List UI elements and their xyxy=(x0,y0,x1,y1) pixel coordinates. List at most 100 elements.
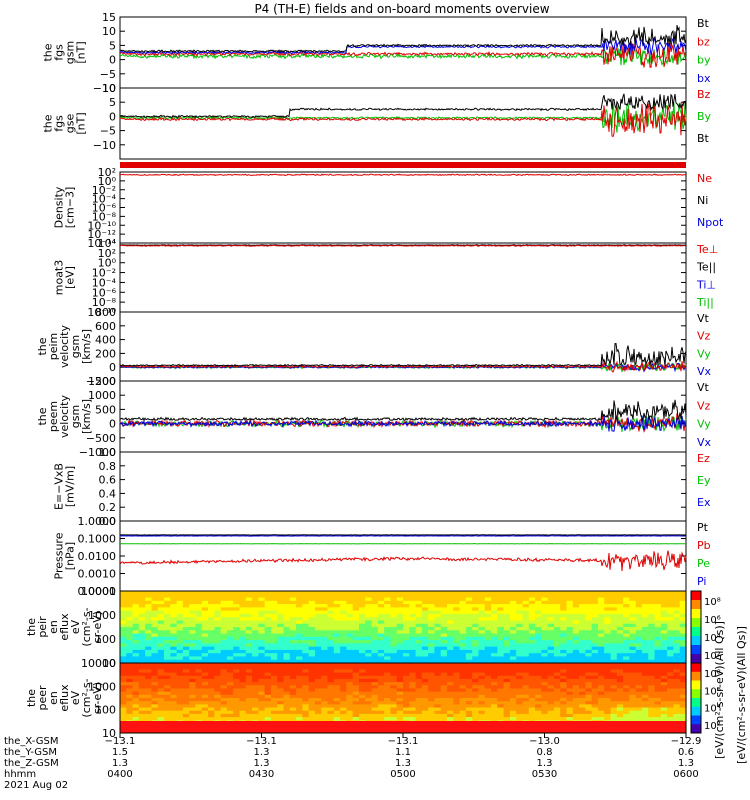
spectrogram-cell xyxy=(415,678,423,683)
spectrogram-cell xyxy=(566,672,574,677)
ylabel: E=−VxB xyxy=(53,463,66,510)
spectrogram-cell xyxy=(478,717,486,721)
spectrogram-cell xyxy=(623,710,630,715)
spectrogram-cell xyxy=(176,640,184,644)
spectrogram-cell xyxy=(214,600,222,605)
spectrogram-cell xyxy=(226,682,234,686)
spectrogram-cell xyxy=(604,617,612,622)
spectrogram-cell xyxy=(421,707,429,712)
spectrogram-cell xyxy=(277,669,285,674)
spectrogram-cell xyxy=(233,698,241,702)
spectrogram-cell xyxy=(566,640,574,644)
spectrogram-cell xyxy=(566,630,574,635)
spectrogram-cell xyxy=(491,675,498,680)
spectrogram-cell xyxy=(208,594,215,599)
spectrogram-cell xyxy=(283,597,291,602)
spectrogram-cell xyxy=(321,620,329,625)
spectrogram-cell xyxy=(176,604,184,608)
spectrogram-cell xyxy=(616,607,624,612)
spectrogram-cell xyxy=(270,597,278,602)
spectrogram-cell xyxy=(233,594,241,599)
spectrogram-cell xyxy=(566,610,574,615)
spectrogram-cell xyxy=(579,604,586,608)
spectrogram-cell xyxy=(170,717,178,721)
spectrogram-cell xyxy=(679,656,687,661)
spectrogram-cell xyxy=(497,646,505,651)
spectrogram-cell xyxy=(541,594,549,599)
spectrogram-cell xyxy=(566,685,574,690)
spectrogram-cell xyxy=(371,675,379,680)
spectrogram-cell xyxy=(541,600,549,605)
spectrogram-cell xyxy=(509,594,517,599)
spectrogram-cell xyxy=(516,630,524,635)
spectrogram-cell xyxy=(132,633,140,638)
spectrogram-cell xyxy=(214,620,222,625)
spectrogram-cell xyxy=(478,701,486,705)
spectrogram-cell xyxy=(384,663,392,667)
spectrogram-cell xyxy=(120,694,127,699)
spectrogram-cell xyxy=(541,653,549,658)
spectrogram-cell xyxy=(176,653,184,658)
spectrogram-cell xyxy=(509,656,517,661)
spectrogram-cell xyxy=(491,704,498,709)
spectrogram-cell xyxy=(352,643,360,648)
spectrogram-cell xyxy=(296,640,303,644)
spectrogram-cell xyxy=(629,691,637,696)
spectrogram-cell xyxy=(616,594,624,599)
spectrogram-cell xyxy=(214,636,222,641)
spectrogram-cell xyxy=(245,669,253,674)
spectrogram-cell xyxy=(528,656,536,661)
spectrogram-cell xyxy=(585,704,593,709)
spectrogram-cell xyxy=(157,678,165,683)
spectrogram-cell xyxy=(465,663,473,667)
spectrogram-cell xyxy=(164,620,171,625)
spectrogram-cell xyxy=(258,627,266,631)
spectrogram-cell xyxy=(654,669,662,674)
spectrogram-cell xyxy=(415,643,423,648)
spectrogram-cell xyxy=(365,717,373,721)
spectrogram-cell xyxy=(182,597,190,602)
spectrogram-cell xyxy=(641,623,649,628)
spectrogram-cell xyxy=(164,607,171,612)
spectrogram-cell xyxy=(233,659,241,664)
spectrogram-cell xyxy=(164,682,171,686)
spectrogram-cell xyxy=(472,663,480,667)
spectrogram-cell xyxy=(220,698,228,702)
spectrogram-cell xyxy=(384,594,392,599)
spectrogram-cell xyxy=(270,653,278,658)
spectrogram-cell xyxy=(396,600,404,605)
ytick-label: 400 xyxy=(95,334,116,347)
spectrogram-cell xyxy=(635,707,643,712)
spectrogram-cell xyxy=(333,685,341,690)
spectrogram-cell xyxy=(214,613,222,618)
spectrogram-cell xyxy=(214,669,222,674)
spectrogram-cell xyxy=(182,656,190,661)
spectrogram-cell xyxy=(434,656,442,661)
spectrogram-cell xyxy=(296,663,303,667)
spectrogram-cell xyxy=(308,594,316,599)
spectrogram-cell xyxy=(459,643,467,648)
spectrogram-cell xyxy=(553,707,561,712)
spectrogram-cell xyxy=(352,694,360,699)
spectrogram-cell xyxy=(679,669,687,674)
spectrogram-cell xyxy=(597,653,605,658)
spectrogram-cell xyxy=(610,607,618,612)
spectrogram-cell xyxy=(170,627,178,631)
spectrogram-cell xyxy=(491,682,498,686)
spectrogram-cell xyxy=(340,594,347,599)
spectrogram-cell xyxy=(340,685,347,690)
spectrogram-cell xyxy=(321,643,329,648)
spectrogram-cell xyxy=(296,623,303,628)
spectrogram-cell xyxy=(547,600,555,605)
spectrogram-cell xyxy=(258,688,266,693)
spectrogram-cell xyxy=(610,672,618,677)
legend-ey: Ey xyxy=(697,474,711,487)
spectrogram-cell xyxy=(572,623,580,628)
spectrogram-cell xyxy=(226,610,234,615)
spectrogram-cell xyxy=(623,643,630,648)
spectrogram-cell xyxy=(176,613,184,618)
spectrogram-cell xyxy=(164,594,171,599)
spectrogram-cell xyxy=(214,717,222,721)
spectrogram-cell xyxy=(566,653,574,658)
spectrogram-cell xyxy=(365,656,373,661)
